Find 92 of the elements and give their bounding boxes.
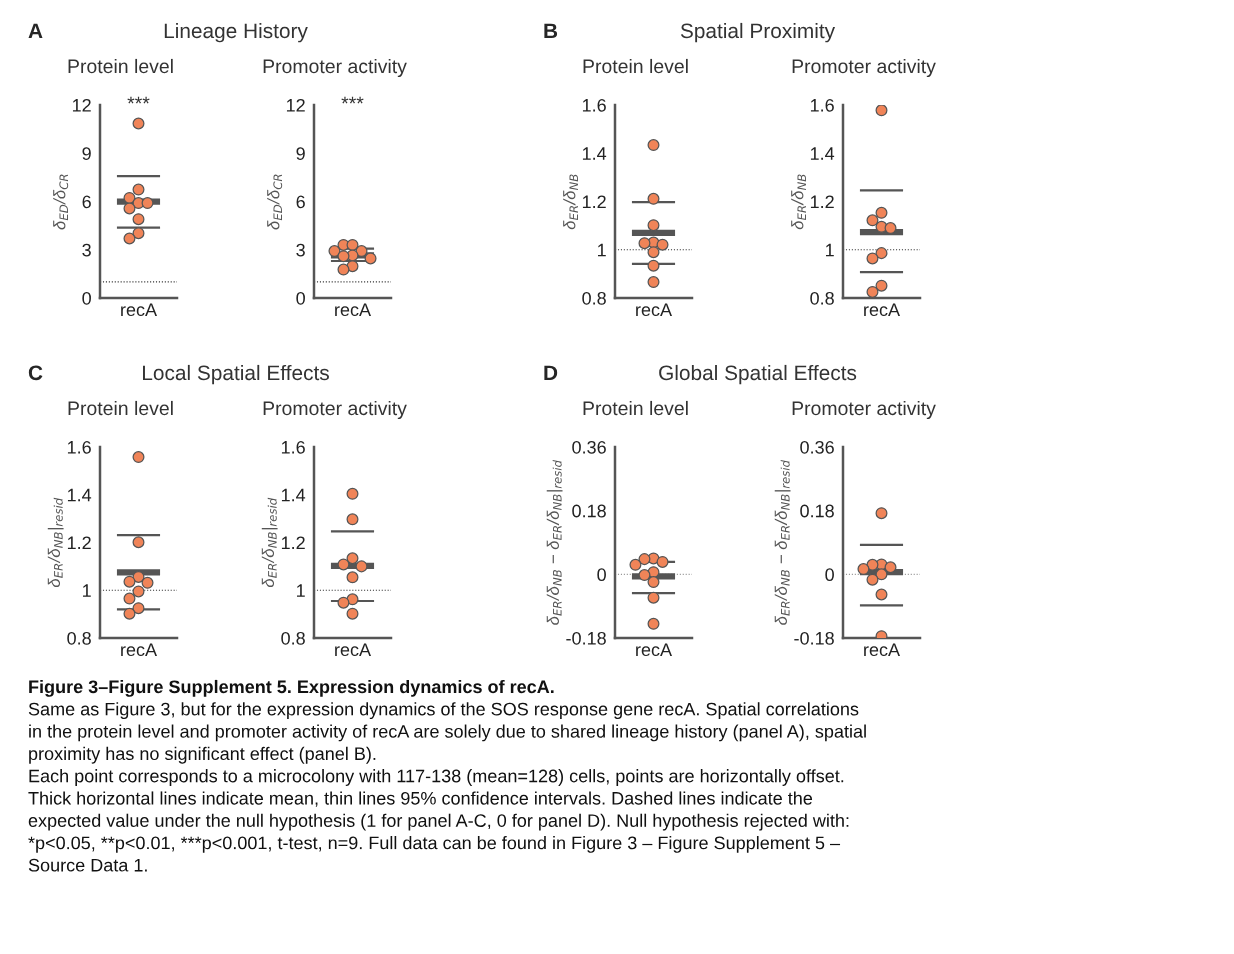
- chart-subtitle: Promoter activity: [792, 400, 936, 420]
- y-tick-label: 1.6: [281, 440, 305, 454]
- y-tick-label: 1.4: [281, 488, 306, 502]
- text: in the protein level and promoter activity of recA are solely due to shared lineage history (panel A), spatial: [29, 724, 866, 742]
- caption: Figure 3–Figure Supplement 5. Expression dynamics of recA.: [29, 679, 554, 697]
- text: ***: [127, 96, 150, 104]
- y-tick-label: 1.2: [67, 536, 91, 550]
- y-tick-label: 3: [296, 243, 305, 257]
- x-tick-label: recA: [864, 303, 901, 317]
- text: Same as Figure 3, but for the expression dynamics of the SOS response gene recA. Spatial correlations: [28, 702, 859, 720]
- y-axis-title: δ$_{ER}$/δ$_{NB}$: [791, 174, 806, 230]
- y-axis-title: δ$_{ED}$/δ$_{CR}$: [267, 174, 283, 230]
- text: Spatial Proximity: [680, 22, 836, 43]
- text: *p<0.05, **p<0.01, ***p<0.001, t-test, n=9. Full data can be found in Figure 3 – Figure Supplement 5 –: [28, 836, 841, 853]
- y-tick-label: 0.8: [67, 631, 91, 645]
- y-tick-label: -0.18: [566, 631, 606, 645]
- point: [346, 607, 359, 620]
- point: [647, 139, 660, 152]
- chart-subtitle: Promoter activity: [792, 58, 936, 78]
- x-tick-label: recA: [121, 643, 158, 657]
- y-tick-label: 1.2: [582, 195, 606, 209]
- y-tick-label: 0: [82, 291, 91, 305]
- y-tick-label: 0: [597, 568, 606, 582]
- source-note: Source Data 1.: [28, 858, 147, 872]
- y-axis-title: δ$_{ER}$/δ$_{NB}$|$_{resid}$: [47, 497, 64, 588]
- y-tick-label: 0.36: [800, 440, 834, 454]
- x-tick-label: recA: [864, 643, 901, 657]
- text: expected value under the null hypothesis (1 for panel A-C, 0 for panel D). Null hypothesis rejected with:: [28, 813, 849, 831]
- y-tick-label: 0.18: [800, 504, 834, 518]
- point: [346, 552, 359, 565]
- y-tick-label: 6: [296, 195, 305, 209]
- text: B: [544, 23, 558, 38]
- text: Local Spatial Effects: [143, 364, 329, 385]
- chart-subtitle: Protein level: [583, 400, 688, 416]
- point: [647, 276, 660, 289]
- y-tick-label: 1.2: [281, 536, 305, 550]
- y-tick-label: 0.18: [572, 504, 606, 518]
- y-tick-label: 0.8: [281, 631, 305, 645]
- chart-subtitle: Protein level: [68, 400, 173, 416]
- text: Thick horizontal lines indicate mean, thin lines 95% confidence intervals. Dashed lines indicate the: [28, 791, 813, 807]
- point: [346, 571, 359, 584]
- y-tick-label: 3: [82, 243, 91, 257]
- point: [346, 513, 359, 526]
- text: Each point corresponds to a microcolony with 117-138 (mean=128) cells, points are horizontally offset.: [29, 769, 844, 786]
- x-tick-label: recA: [335, 643, 372, 657]
- y-tick-label: 1: [297, 584, 305, 597]
- y-tick-label: 1.4: [67, 488, 92, 502]
- text: ***: [341, 96, 364, 104]
- chart-subtitle: Protein level: [583, 58, 688, 74]
- y-axis-title: δ$_{ED}$/δ$_{CR}$: [53, 174, 69, 230]
- text: δ$_{ER}$/δ$_{NB}$ − δ$_{ER}$/δ$_{NB}$|$_{resid}$: [774, 460, 791, 625]
- y-tick-label: 1: [598, 243, 606, 257]
- y-axis-title: δ$_{ER}$/δ$_{NB}$: [563, 174, 578, 230]
- y-tick-label: 0.8: [582, 291, 606, 305]
- y-tick-label: 1.6: [810, 98, 834, 112]
- x-tick-label: recA: [636, 303, 673, 317]
- y-tick-label: 1.4: [810, 147, 835, 160]
- y-tick-label: 1.6: [67, 440, 91, 454]
- x-tick-label: recA: [121, 303, 158, 317]
- y-tick-label: 12: [72, 98, 91, 112]
- text: D: [544, 365, 558, 380]
- y-tick-label: -0.18: [794, 631, 834, 645]
- x-tick-label: recA: [636, 643, 673, 657]
- chart-subtitle: Promoter activity: [263, 58, 407, 78]
- point: [346, 487, 359, 500]
- y-tick-label: 1.6: [582, 98, 606, 112]
- y-tick-label: 1.4: [582, 147, 607, 160]
- y-tick-label: 0: [825, 568, 834, 582]
- y-tick-label: 0.8: [810, 291, 834, 305]
- point: [647, 246, 660, 259]
- point: [647, 192, 660, 205]
- x-tick-label: recA: [335, 303, 372, 317]
- text: A: [28, 23, 43, 38]
- y-tick-label: 1: [826, 243, 834, 257]
- y-tick-label: 1.2: [810, 195, 834, 209]
- point: [647, 259, 660, 272]
- y-tick-label: 6: [82, 195, 91, 209]
- text: proximity has no significant effect (panel B).: [29, 746, 376, 764]
- text: Global Spatial Effects: [659, 364, 857, 385]
- y-tick-label: 12: [286, 98, 305, 112]
- y-tick-label: 9: [82, 147, 91, 160]
- y-tick-label: 0: [296, 291, 305, 305]
- text: δ$_{ER}$/δ$_{NB}$ − δ$_{ER}$/δ$_{NB}$|$_{resid}$: [546, 460, 563, 625]
- text: C: [28, 365, 43, 381]
- y-axis-title: δ$_{ER}$/δ$_{NB}$|$_{resid}$: [261, 497, 278, 588]
- text: Lineage History: [164, 22, 308, 43]
- y-tick-label: 9: [296, 147, 305, 160]
- y-tick-label: 0.36: [572, 440, 606, 454]
- y-tick-label: 1: [83, 584, 91, 597]
- chart-subtitle: Protein level: [68, 58, 173, 74]
- point: [647, 219, 660, 232]
- chart-subtitle: Promoter activity: [263, 400, 407, 420]
